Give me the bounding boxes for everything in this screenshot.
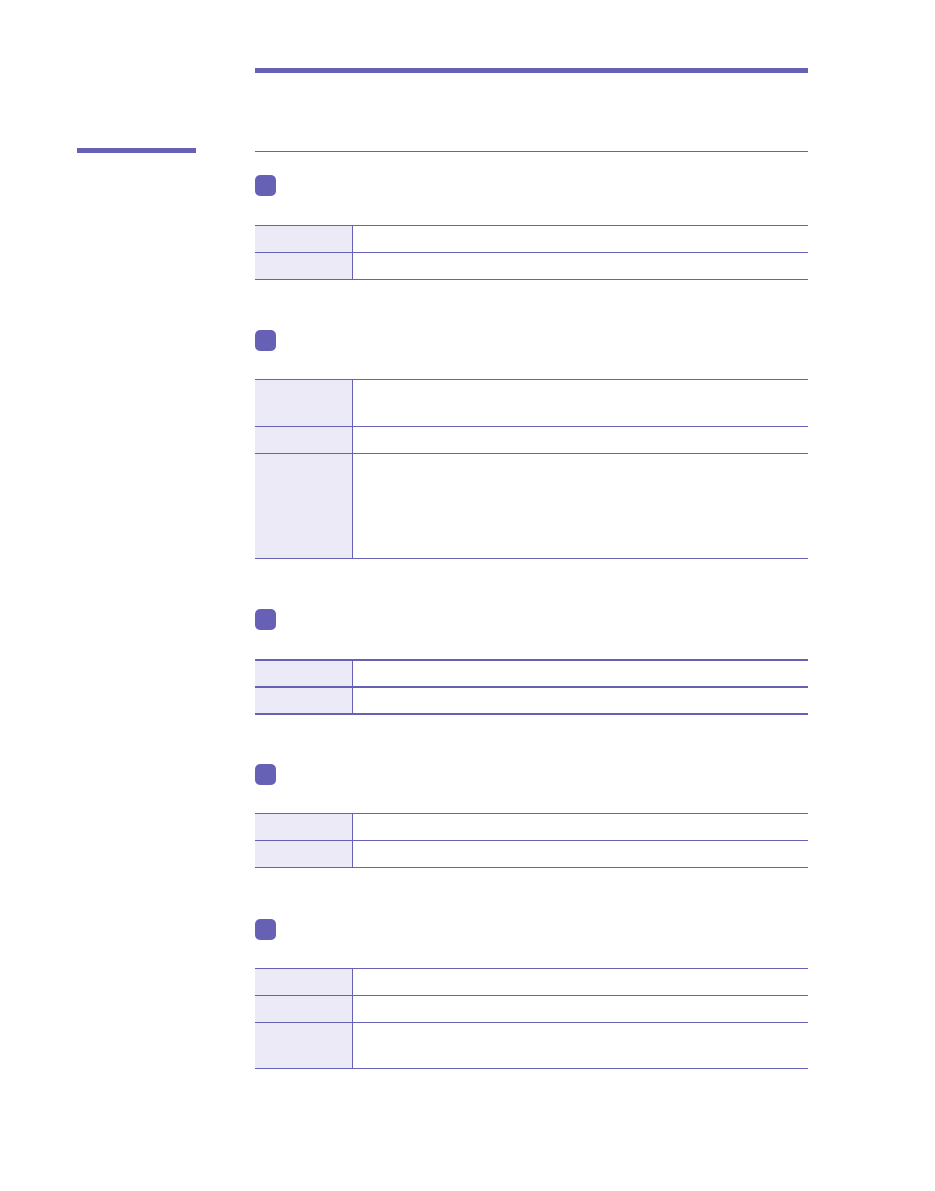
row-label bbox=[255, 840, 353, 868]
section-number-badge bbox=[255, 919, 276, 940]
table-row bbox=[255, 659, 808, 688]
table-row bbox=[255, 813, 808, 841]
table-row bbox=[255, 686, 808, 715]
row-label bbox=[255, 426, 353, 454]
row-value bbox=[352, 995, 808, 1023]
row-value bbox=[352, 453, 808, 559]
header-rule bbox=[255, 68, 808, 73]
margin-accent-bar bbox=[77, 148, 196, 153]
table-row bbox=[255, 379, 808, 427]
section-table bbox=[255, 813, 808, 868]
row-value bbox=[352, 659, 808, 688]
row-label bbox=[255, 813, 353, 841]
row-value bbox=[352, 840, 808, 868]
row-value bbox=[352, 426, 808, 454]
row-label bbox=[255, 225, 353, 253]
row-value bbox=[352, 813, 808, 841]
row-label bbox=[255, 252, 353, 280]
row-value bbox=[352, 225, 808, 253]
section-table bbox=[255, 659, 808, 715]
table-row bbox=[255, 995, 808, 1023]
table-row bbox=[255, 426, 808, 454]
table-row bbox=[255, 1022, 808, 1069]
row-value bbox=[352, 686, 808, 715]
row-value bbox=[352, 968, 808, 996]
row-label bbox=[255, 659, 353, 688]
section-table bbox=[255, 968, 808, 1069]
table-row bbox=[255, 225, 808, 253]
row-label bbox=[255, 968, 353, 996]
row-label bbox=[255, 686, 353, 715]
row-label bbox=[255, 1022, 353, 1069]
row-label bbox=[255, 995, 353, 1023]
row-value bbox=[352, 379, 808, 427]
section-number-badge bbox=[255, 764, 276, 785]
section-table bbox=[255, 379, 808, 559]
section-number-badge bbox=[255, 175, 276, 196]
row-label bbox=[255, 453, 353, 559]
section-number-badge bbox=[255, 330, 276, 351]
table-row bbox=[255, 252, 808, 280]
table-row bbox=[255, 840, 808, 868]
row-value bbox=[352, 1022, 808, 1069]
row-value bbox=[352, 252, 808, 280]
section-table bbox=[255, 225, 808, 280]
section-number-badge bbox=[255, 609, 276, 630]
table-row bbox=[255, 968, 808, 996]
table-row bbox=[255, 453, 808, 559]
title-divider bbox=[255, 151, 808, 152]
row-label bbox=[255, 379, 353, 427]
